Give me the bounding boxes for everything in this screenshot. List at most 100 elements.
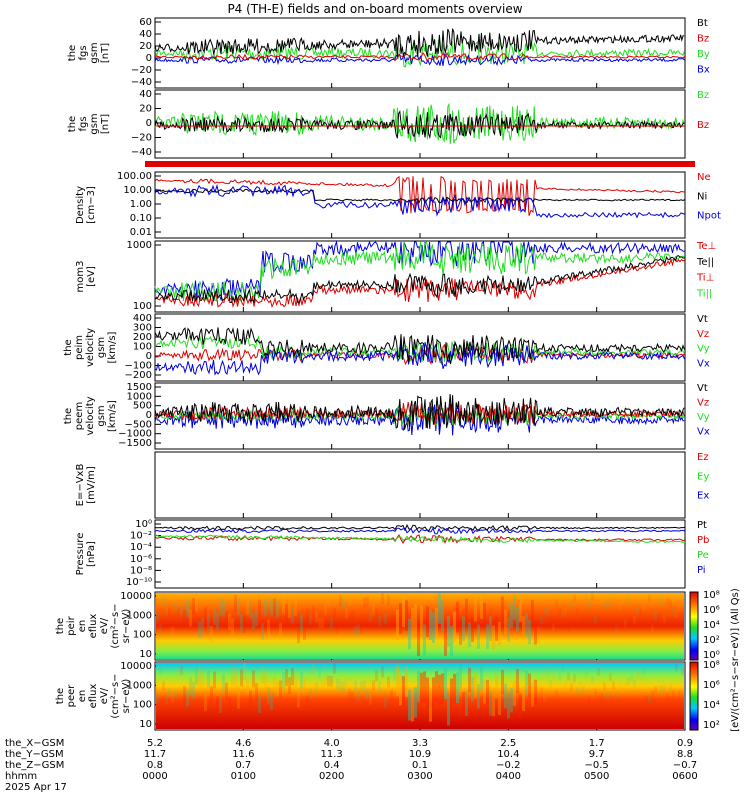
ylabel-fgs_dsl: the <box>67 116 78 132</box>
spectrogram-peer-texture <box>456 672 459 704</box>
legend-fgs_dsl: Bz <box>697 90 709 101</box>
spectrogram-peer-texture <box>606 691 609 700</box>
spectrogram-peir-texture <box>258 599 261 617</box>
spectrogram-peir-texture <box>420 604 423 636</box>
legend-temp: Ti⊥ <box>696 273 714 284</box>
spectrogram-peir-texture <box>312 605 315 617</box>
spectrogram-peer-texture <box>666 692 669 701</box>
spectrogram-peer-texture <box>459 664 462 689</box>
footer-row-label: the_X−GSM <box>5 738 64 749</box>
spectrogram-peer-texture <box>531 682 534 707</box>
spectrogram-peer-texture <box>426 677 429 709</box>
ylabel-density: Density <box>75 186 86 224</box>
spectrogram-peer-texture <box>282 672 285 689</box>
ytick-label-fgs: 40 <box>139 29 152 40</box>
spectrogram-peer-texture <box>171 693 174 703</box>
series-bx <box>154 53 685 67</box>
spectrogram-peir-texture <box>648 594 651 603</box>
spectrogram-peir-texture <box>423 624 426 656</box>
footer-value: 10.4 <box>497 749 519 760</box>
spectrogram-peer-texture <box>474 673 477 699</box>
spectrogram-peer-texture <box>333 663 336 674</box>
spectrogram-peir-texture <box>291 606 294 624</box>
spectrogram-peer-texture <box>405 666 408 698</box>
spectrogram-peer-texture <box>372 680 375 692</box>
footer-value: 4.0 <box>324 738 340 749</box>
spectrogram-peer-texture <box>462 691 465 717</box>
spectrogram-peer-texture <box>588 695 591 704</box>
spectrogram-peer-texture <box>513 681 516 706</box>
spectrogram-peir-texture <box>462 616 465 642</box>
spectrogram-peer-texture <box>195 667 198 685</box>
ylabel-peim: the <box>63 339 74 355</box>
spectrogram-peer-texture <box>351 691 354 703</box>
spectrogram-peer-texture <box>480 665 483 690</box>
spectrogram-peir-texture <box>276 600 279 618</box>
spectrogram-peer-texture <box>519 694 522 719</box>
spectrogram-peir-texture <box>207 613 210 631</box>
spectrogram-peir-texture <box>396 609 399 641</box>
colorbar-9 <box>689 661 699 731</box>
footer-value: 0100 <box>231 771 256 782</box>
spectrogram-peer-texture <box>255 683 258 701</box>
spectrogram-peir-texture <box>201 618 204 635</box>
ytick-label-peer: 1000 <box>127 680 152 691</box>
spectrogram-peer-texture <box>378 681 381 693</box>
spectrogram-peir-texture <box>255 609 258 626</box>
spectrogram-peir-texture <box>171 626 174 636</box>
spectrogram-peer-texture <box>672 689 675 698</box>
footer-value: 0.8 <box>147 760 163 771</box>
colorbar-tick: 10² <box>703 635 720 646</box>
spectrogram-peer-texture <box>489 691 492 716</box>
spectrogram-peer-texture <box>546 668 549 677</box>
spectrogram-peer-texture <box>624 682 627 691</box>
spectrogram-peer-texture <box>573 674 576 683</box>
ylabel-peir: sr−eV) <box>121 609 132 644</box>
spectrogram-peir-texture <box>669 600 672 608</box>
spectrogram-peir-texture <box>156 612 159 622</box>
spectrogram-peer-texture <box>435 671 438 702</box>
spectrogram-peer-texture <box>636 671 639 679</box>
spectrogram-peer-texture <box>243 663 246 681</box>
spectrogram-peir-texture <box>630 615 633 624</box>
spectrogram-peir-texture <box>165 607 168 617</box>
spectrogram-peer-texture <box>168 688 171 698</box>
legend-density: Npot <box>697 211 721 222</box>
spectrogram-peer-texture <box>384 696 387 708</box>
spectrogram-peer-texture <box>387 676 390 688</box>
spectrogram-peir-texture <box>414 603 417 635</box>
spectrogram-peir-texture <box>561 610 564 618</box>
spectrogram-peer-texture <box>444 668 447 700</box>
ytick-label-peer: 100 <box>133 700 152 711</box>
spectrogram-peer-texture <box>585 669 588 678</box>
spectrogram-peir-texture <box>438 593 441 624</box>
spectrogram-peir-texture <box>600 597 603 605</box>
spectrogram-peer-texture <box>204 694 207 712</box>
spectrogram-peir-texture <box>609 597 612 606</box>
spectrogram-peir-texture <box>555 599 558 608</box>
spectrogram-peer-texture <box>177 667 180 677</box>
legend-fgs: Bt <box>697 18 708 29</box>
spectrogram-peer-texture <box>339 681 342 692</box>
spectrogram-peer-texture <box>174 690 177 700</box>
spectrogram-peir-texture <box>351 610 354 622</box>
ylabel-peir: (cm²−s− <box>110 603 121 648</box>
ytick-label-temp: 1000 <box>127 240 152 251</box>
colorbar-tick: 10⁶ <box>703 680 720 691</box>
spectrogram-peir-texture <box>399 603 402 634</box>
spectrogram-peir-texture <box>615 624 618 633</box>
spectrogram-peer-texture <box>651 690 654 698</box>
spectrogram-peir-texture <box>225 611 228 629</box>
legend-fgs_dsl: Bz <box>697 120 709 131</box>
spectrogram-peir-texture <box>402 596 405 628</box>
footer-value: 0400 <box>496 771 521 782</box>
spectrogram-peir-texture <box>411 607 414 639</box>
spectrogram-peir-texture <box>639 608 642 617</box>
spectrogram-peir-texture <box>480 594 483 619</box>
ytick-label-pressure: 10⁻⁸ <box>130 565 152 576</box>
ytick-label-fgs_dsl: −20 <box>131 133 152 144</box>
ytick-label-peim: 300 <box>133 323 152 334</box>
spectrogram-peir-texture <box>270 598 273 616</box>
spectrogram-peir-texture <box>585 594 588 603</box>
